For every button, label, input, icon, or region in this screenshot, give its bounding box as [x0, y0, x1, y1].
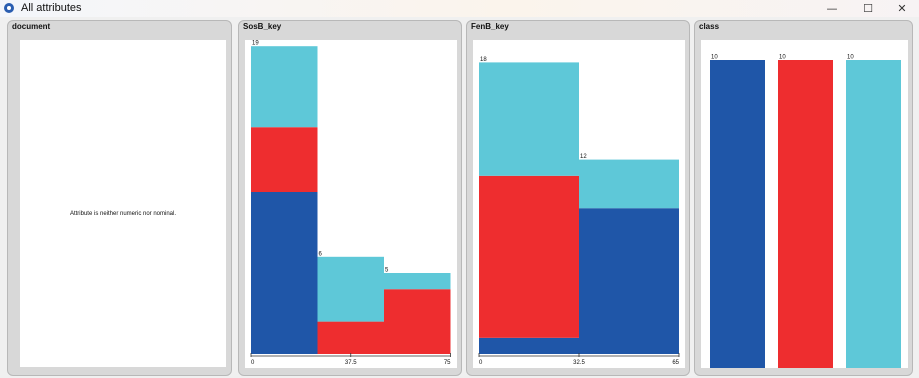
panel-document: document Attribute is neither numeric no… [7, 20, 232, 376]
bin-count-label: 10 [847, 55, 854, 61]
bar-segment-cyan [579, 159, 679, 209]
bin-count-label: 12 [580, 154, 587, 160]
bar-segment-cyan [479, 62, 579, 176]
bar-segment-cyan [251, 46, 318, 128]
weka-app-icon [4, 3, 14, 13]
bar-segment-red [251, 127, 318, 192]
x-tick-label: 0 [479, 360, 483, 366]
bar-segment-red [384, 289, 451, 354]
panel-title-fenb-key: FenB_key [471, 22, 509, 31]
attribute-message: Attribute is neither numeric nor nominal… [69, 211, 177, 217]
close-button[interactable]: ✕ [897, 2, 907, 15]
panel-class: class 10 10 10 [694, 20, 913, 376]
window-title: All attributes [21, 2, 82, 14]
fenb-key-canvas: 18 12 0 32.5 65 [473, 40, 685, 368]
class-bar-chart: 10 10 10 [710, 55, 901, 368]
bin-count-label: 10 [711, 55, 718, 61]
title-bar: All attributes — ☐ ✕ [0, 0, 919, 17]
panel-fenb-key: FenB_key 18 12 0 32.5 65 [466, 20, 690, 376]
panel-title-class: class [699, 22, 720, 31]
x-tick-label: 0 [251, 360, 255, 366]
bar-segment-cyan [384, 273, 451, 290]
panel-sosb-key: SosB_key 19 6 5 0 37.5 75 [238, 20, 462, 376]
x-tick-label: 65 [672, 360, 679, 366]
panel-title-document: document [12, 22, 51, 31]
x-tick-label: 37.5 [345, 360, 357, 366]
maximize-button[interactable]: ☐ [863, 2, 873, 15]
bar-segment-blue [579, 208, 679, 354]
fenb-key-histogram: 18 12 0 32.5 65 [478, 57, 680, 366]
bin-count-label: 6 [319, 251, 323, 257]
bar-segment-blue [710, 60, 765, 368]
bar-segment-red [778, 60, 833, 368]
minimize-button[interactable]: — [826, 2, 838, 15]
x-tick-label: 75 [444, 360, 451, 366]
bin-count-label: 19 [252, 41, 259, 47]
class-canvas: 10 10 10 [701, 40, 908, 368]
x-tick-label: 32.5 [573, 360, 585, 366]
bar-segment-cyan [846, 60, 901, 368]
bar-segment-blue [251, 192, 318, 354]
bar-segment-blue [479, 337, 579, 354]
sosb-key-histogram: 19 6 5 0 37.5 75 [250, 41, 451, 366]
bar-segment-cyan [317, 256, 384, 322]
bar-segment-red [317, 321, 384, 354]
sosb-key-canvas: 19 6 5 0 37.5 75 [245, 40, 457, 368]
document-canvas: Attribute is neither numeric nor nominal… [20, 40, 226, 367]
bar-segment-red [479, 175, 579, 338]
bin-count-label: 5 [385, 268, 389, 274]
bin-count-label: 18 [480, 57, 487, 63]
bin-count-label: 10 [779, 55, 786, 61]
panel-title-sosb-key: SosB_key [243, 22, 282, 31]
